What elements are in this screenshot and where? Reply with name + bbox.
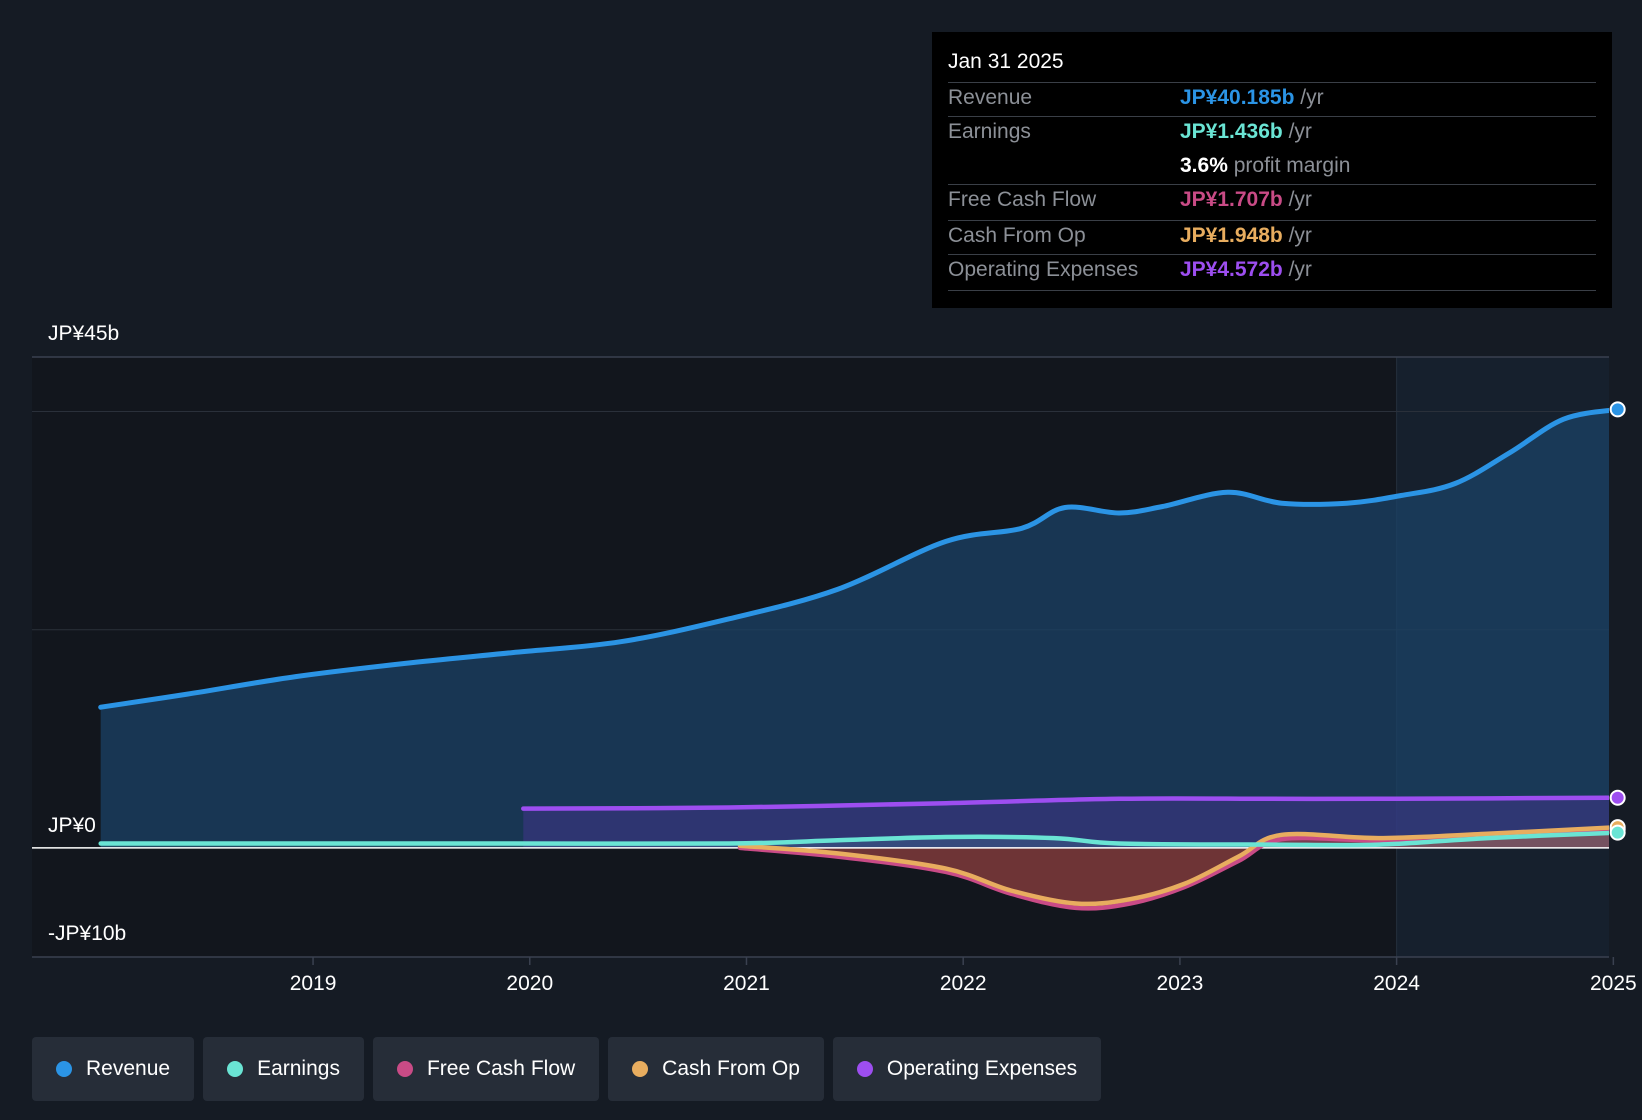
tooltip-divider [948, 290, 1596, 291]
tooltip-divider [948, 254, 1596, 255]
legend-dot-icon [396, 1061, 413, 1077]
tooltip-opex-label: Operating Expenses [948, 258, 1139, 281]
earnings-end-dot[interactable] [1609, 824, 1626, 841]
x-tick-label: 2025 [1590, 972, 1637, 995]
tooltip: Jan 31 2025 Revenue JP¥40.185b /yr Earni… [932, 32, 1612, 308]
revenue-line [98, 407, 1609, 710]
revenue-end-dot[interactable] [1609, 401, 1626, 418]
tooltip-divider [948, 82, 1596, 83]
free-cash-flow-area [740, 829, 1609, 909]
tooltip-fcf-label: Free Cash Flow [948, 188, 1097, 211]
legend-dot-icon [56, 1061, 72, 1077]
y-label-zero: JP¥0 [48, 814, 96, 837]
y-label-top: JP¥45b [48, 322, 119, 345]
x-tick-label: 2021 [723, 972, 770, 995]
legend-operating-expenses[interactable]: Operating Expenses [832, 1037, 1102, 1101]
x-tick-label: 2023 [1157, 972, 1204, 995]
cash-from-op-line [737, 825, 1609, 907]
tooltip-opex-value: JP¥4.572b /yr [1180, 258, 1312, 281]
tooltip-date: Jan 31 2025 [948, 50, 1064, 73]
x-tick-label: 2022 [940, 972, 987, 995]
legend-dot-icon [227, 1061, 244, 1077]
legend-earnings[interactable]: Earnings [203, 1037, 364, 1101]
tooltip-profit-margin: 3.6% profit margin [1180, 154, 1351, 177]
tooltip-revenue-label: Revenue [948, 86, 1033, 109]
x-tick-label: 2024 [1373, 972, 1420, 995]
x-tick-label: 2020 [506, 972, 553, 995]
x-tick-label: 2019 [290, 972, 337, 995]
legend-dot-icon [856, 1061, 873, 1077]
tooltip-cfo-label: Cash From Op [948, 224, 1086, 247]
cash-from-op-area [740, 827, 1609, 904]
tooltip-earnings-label: Earnings [948, 120, 1031, 143]
y-label-bottom: -JP¥10b [48, 922, 126, 945]
earnings-line [98, 830, 1609, 848]
tooltip-cfo-value: JP¥1.948b /yr [1180, 224, 1312, 247]
legend-free-cash-flow[interactable]: Free Cash Flow [372, 1037, 600, 1101]
legend-revenue[interactable]: Revenue [32, 1037, 195, 1101]
tooltip-earnings-value: JP¥1.436b /yr [1180, 120, 1312, 143]
tooltip-fcf-value: JP¥1.707b /yr [1180, 188, 1312, 211]
legend-cash-from-op[interactable]: Cash From Op [608, 1037, 824, 1101]
tooltip-divider [948, 184, 1596, 185]
operating-expenses-line [521, 795, 1609, 811]
legend: Revenue Earnings Free Cash Flow Cash Fro… [32, 1037, 1102, 1101]
tooltip-revenue-value: JP¥40.185b /yr [1180, 86, 1324, 109]
tooltip-divider [948, 116, 1596, 117]
operating-expenses-end-dot[interactable] [1609, 789, 1626, 806]
legend-dot-icon [632, 1061, 649, 1077]
revenue-area [100, 410, 1609, 848]
tooltip-divider [948, 220, 1596, 221]
